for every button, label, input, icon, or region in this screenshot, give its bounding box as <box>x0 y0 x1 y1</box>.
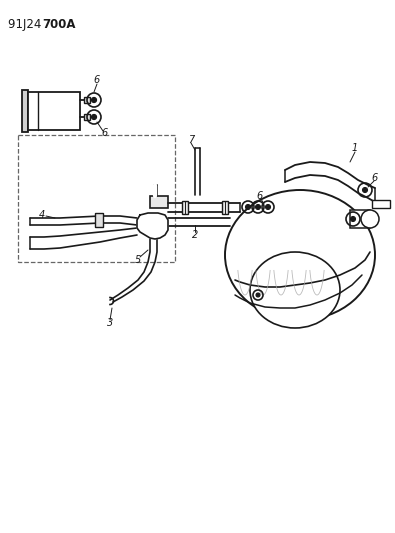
Text: 91J24: 91J24 <box>8 18 45 31</box>
Text: 6: 6 <box>94 75 100 85</box>
Bar <box>84 114 90 120</box>
Text: 700A: 700A <box>42 18 75 31</box>
Polygon shape <box>137 213 168 239</box>
Text: 6: 6 <box>372 173 378 183</box>
Text: 5: 5 <box>135 255 141 265</box>
Ellipse shape <box>250 252 340 328</box>
Text: 3: 3 <box>107 318 113 328</box>
Bar <box>182 201 188 214</box>
Circle shape <box>92 98 96 102</box>
Ellipse shape <box>225 190 375 320</box>
Bar <box>22 90 28 132</box>
Bar <box>222 201 228 214</box>
Circle shape <box>256 205 260 209</box>
Circle shape <box>363 188 367 192</box>
Circle shape <box>350 216 356 222</box>
Ellipse shape <box>361 210 379 228</box>
Text: 7: 7 <box>188 135 194 145</box>
Text: 6: 6 <box>257 191 263 201</box>
Circle shape <box>92 115 96 119</box>
Text: 2: 2 <box>192 230 198 240</box>
Circle shape <box>246 205 250 209</box>
Bar <box>372 200 390 208</box>
Text: 6: 6 <box>102 128 108 138</box>
Bar <box>150 196 168 208</box>
Bar <box>350 210 370 228</box>
Text: 1: 1 <box>352 143 358 153</box>
Circle shape <box>256 293 260 297</box>
Circle shape <box>265 205 271 209</box>
Bar <box>28 92 80 130</box>
Bar <box>18 135 175 262</box>
Bar <box>95 213 103 227</box>
Text: 4: 4 <box>39 210 45 220</box>
Bar <box>84 97 90 103</box>
